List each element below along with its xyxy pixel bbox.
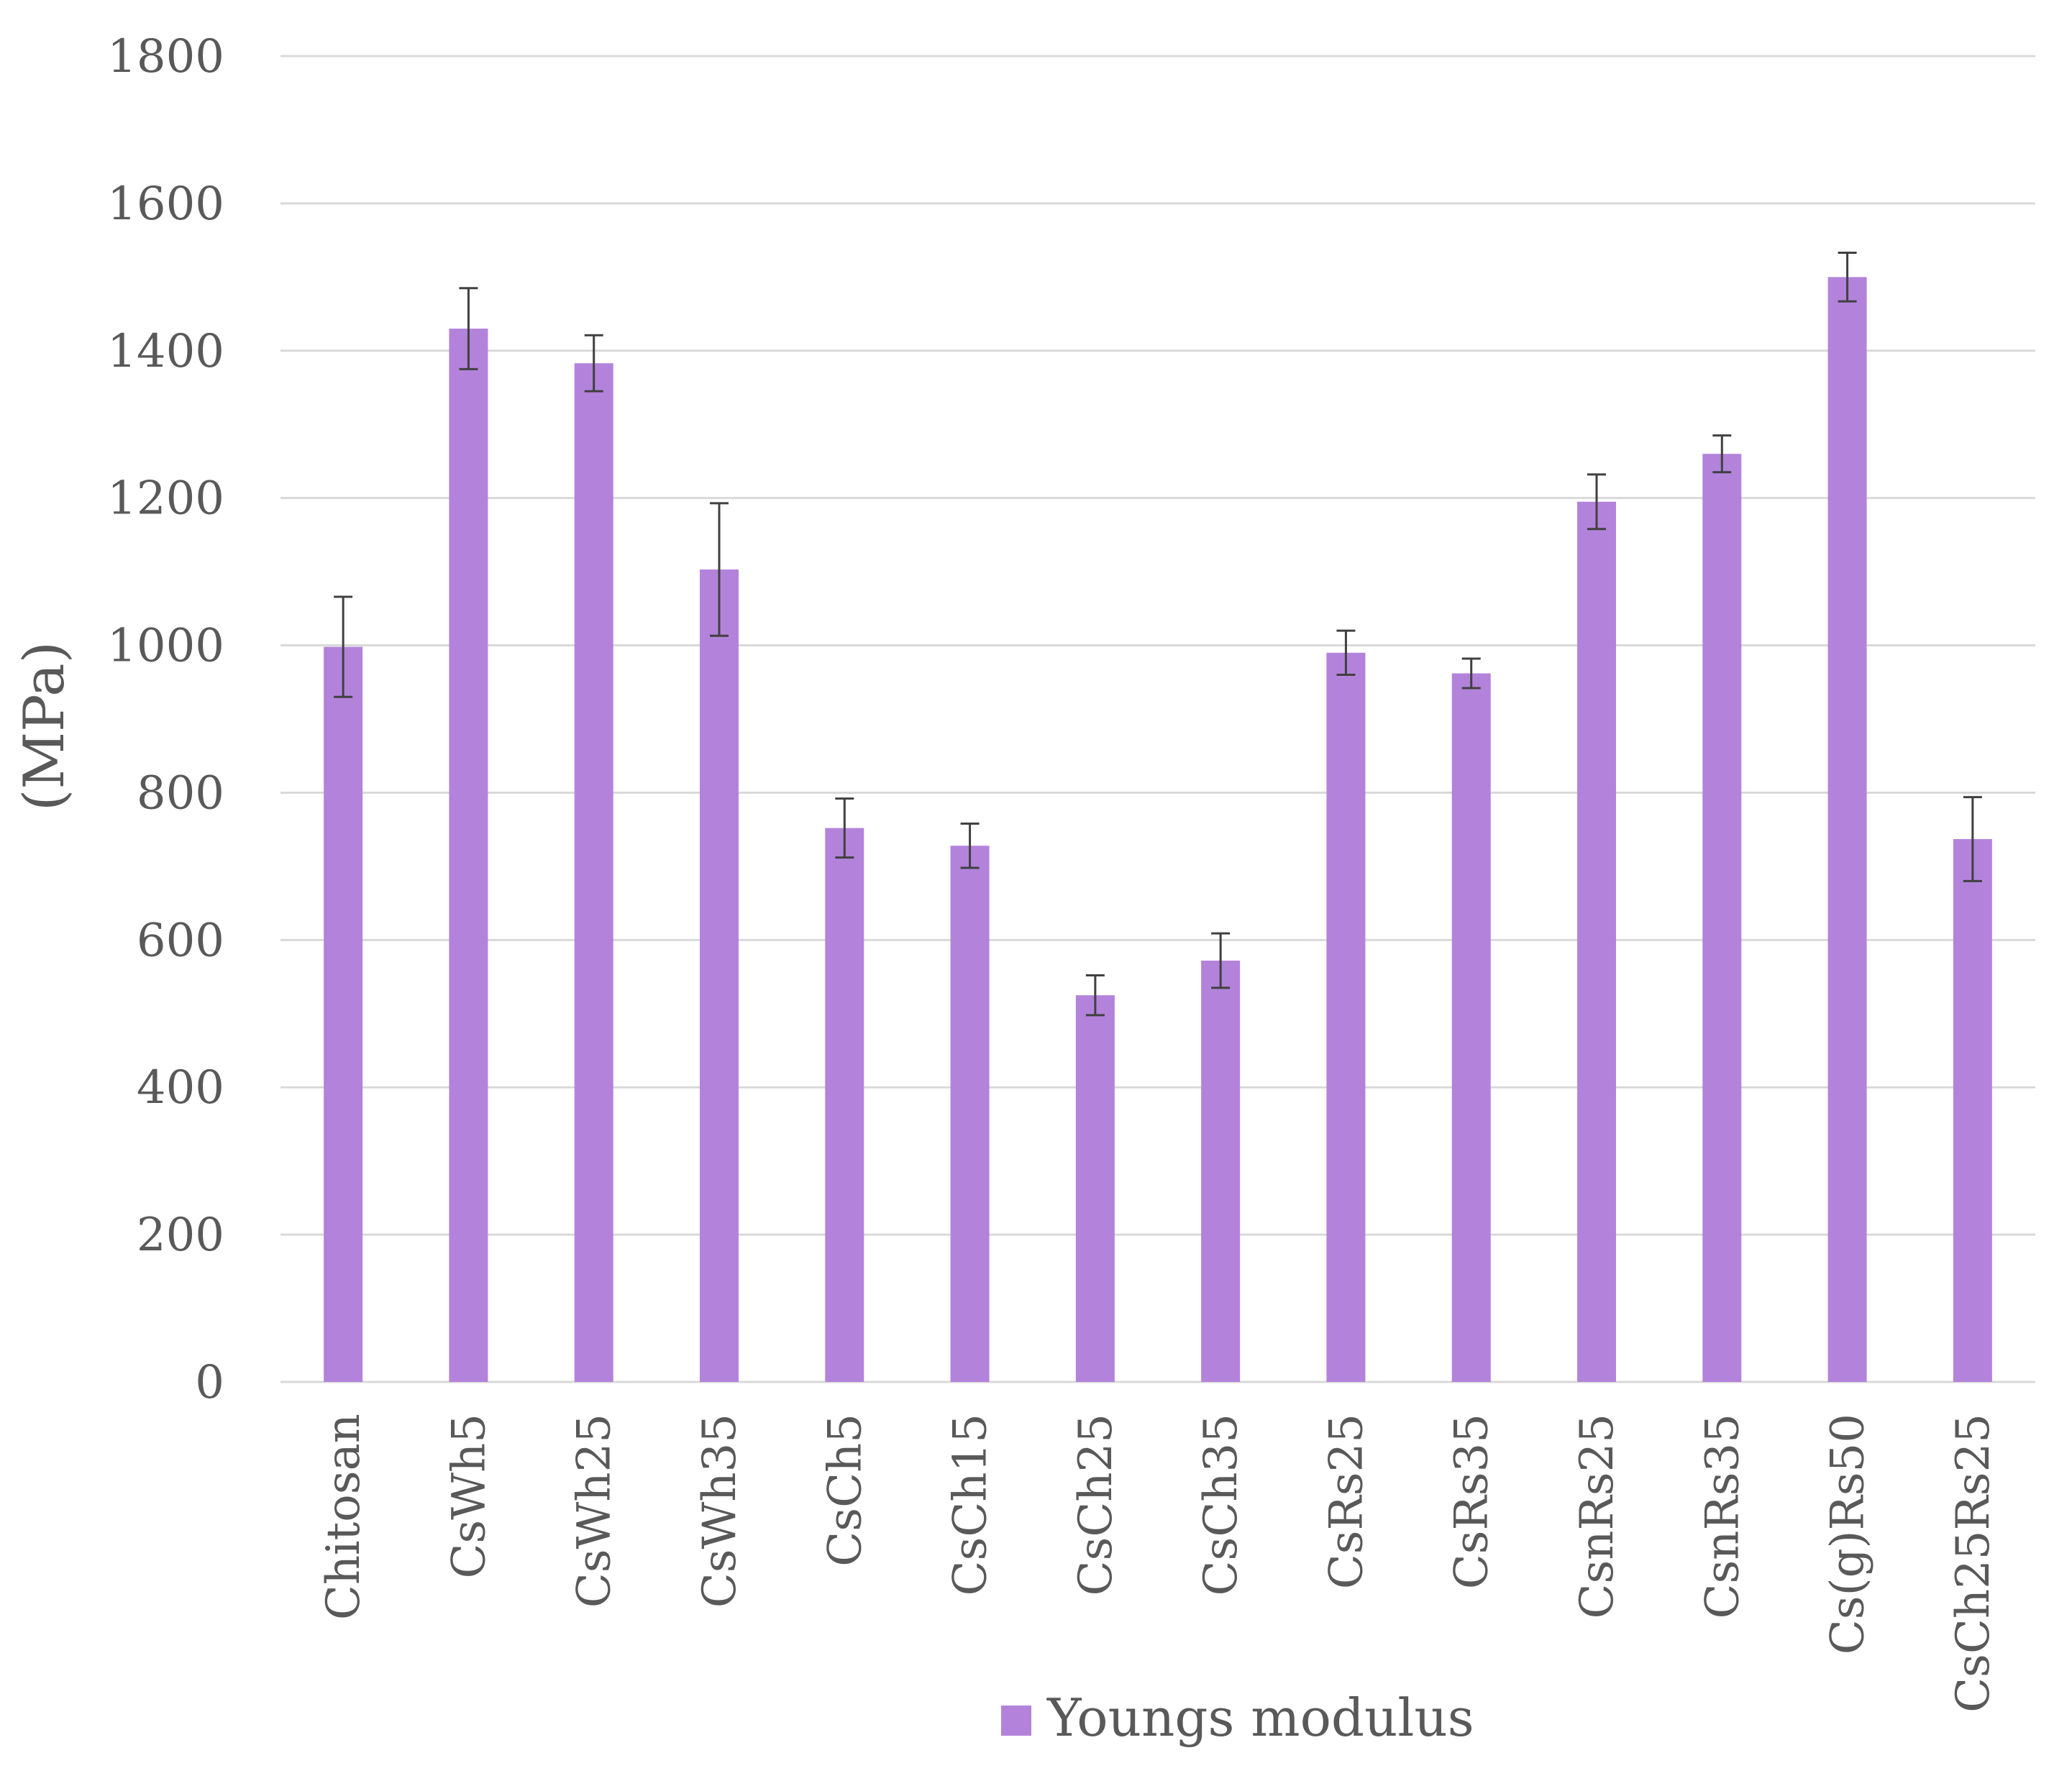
bar <box>700 569 739 1382</box>
bar <box>1201 961 1241 1382</box>
bars <box>324 277 1992 1383</box>
bar <box>950 846 990 1382</box>
y-tick-label: 1800 <box>107 30 224 83</box>
y-axis-ticks: 0 200 400 600 800 1000 1200 1400 1600 1800 <box>107 30 224 1409</box>
legend-swatch <box>1001 1706 1031 1736</box>
x-tick-label: CsnRs35 <box>1696 1414 1749 1619</box>
x-tick-label: CsWh25 <box>568 1414 621 1608</box>
x-tick-label: CsCh25 <box>1069 1414 1123 1595</box>
gridlines <box>280 55 2035 1383</box>
y-tick-label: 1400 <box>107 325 224 378</box>
x-tick-label: Chitosan <box>317 1414 370 1620</box>
bar <box>574 363 613 1382</box>
error-bars <box>334 252 1982 1017</box>
x-tick-label: Cs(g)Rs50 <box>1822 1414 1875 1654</box>
bar <box>1451 673 1491 1382</box>
x-tick-label: CsRs35 <box>1446 1414 1499 1589</box>
y-tick-label: 200 <box>137 1209 224 1262</box>
x-axis-labels: Chitosan CsWh5 CsWh25 CsWh35 CsCh5 CsCh15 CsCh… <box>317 1414 2000 1713</box>
x-tick-label: CsCh5 <box>818 1414 872 1567</box>
bar <box>825 828 864 1382</box>
legend: Youngs modulus <box>1001 1688 1474 1748</box>
x-tick-label: CsWh35 <box>693 1414 747 1608</box>
y-tick-label: 0 <box>195 1356 224 1409</box>
y-tick-label: 1600 <box>107 178 224 231</box>
bar <box>1577 501 1616 1383</box>
bar <box>1326 652 1366 1382</box>
bar <box>1075 995 1115 1382</box>
y-tick-label: 400 <box>137 1061 224 1114</box>
x-tick-label: CsCh35 <box>1195 1414 1248 1595</box>
y-tick-label: 800 <box>137 766 224 820</box>
bar <box>1827 277 1867 1382</box>
legend-label: Youngs modulus <box>1046 1688 1474 1748</box>
bar <box>324 646 363 1382</box>
bar <box>1953 838 1992 1382</box>
x-tick-label: CsWh5 <box>442 1414 496 1579</box>
x-tick-label: CsRs25 <box>1320 1414 1373 1589</box>
bar <box>1702 454 1742 1383</box>
y-axis-title: (MPa) <box>12 641 77 811</box>
y-tick-label: 1200 <box>107 472 224 526</box>
y-tick-label: 1000 <box>107 620 224 673</box>
x-tick-label: CsnRs25 <box>1571 1414 1624 1619</box>
bar <box>449 329 488 1382</box>
x-tick-label: CsCh15 <box>944 1414 998 1595</box>
y-tick-label: 600 <box>137 914 224 967</box>
x-tick-label: CsCh25Rs25 <box>1947 1414 2000 1713</box>
